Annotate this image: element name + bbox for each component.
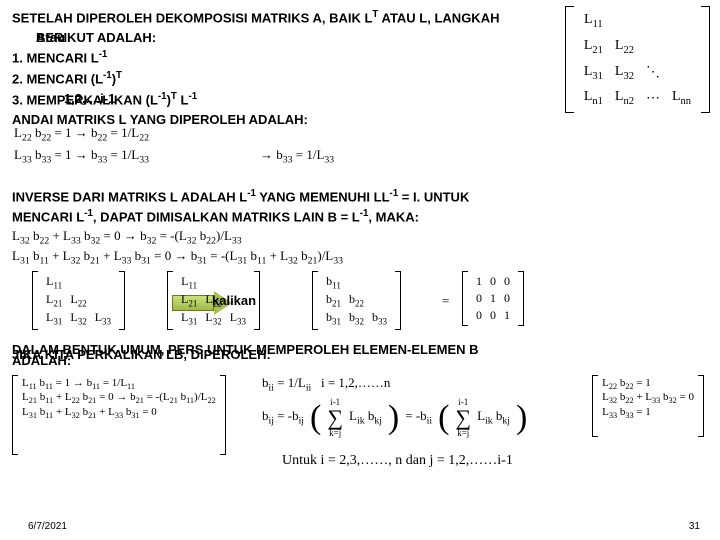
untuk-line: Untuk i = 2,3,……, n dan j = 1,2,……i-1 [282, 453, 513, 469]
matrix-B: b11 b21b22 b31b32b33 [312, 271, 401, 330]
footer-date: 6/7/2021 [28, 521, 67, 532]
slide-content: L11 L21L22 L31L32⋱ Ln1Ln2⋯Lnn SETELAH DI… [0, 0, 720, 485]
formula-r2: L31 b11 + L32 b21 + L33 b31 = 0 → b31 = … [12, 248, 708, 267]
matrix-L: L11 L21L22 L31L32L33 [32, 271, 125, 330]
matrix-I: 100 010 001 [462, 271, 524, 326]
bottom-equations: L11 b11 = 1 → b11 = 1/L11 L21 b11 + L22 … [12, 375, 708, 485]
step-3: 3. MEMPERKALIKAN (L-1)T L-1 1,2,....i-1 [12, 90, 708, 109]
overlap-atau: Atau [36, 30, 65, 45]
bottom-mid-block: bii = 1/Lii i = 1,2,……n bij = -bij ( i-1… [262, 375, 527, 438]
inverse-line1: INVERSE DARI MATRIKS L ADALAH L-1 YANG M… [12, 187, 708, 206]
inverse-line2: MENCARI L-1, DAPAT DIMISALKAN MATRIKS LA… [12, 207, 708, 226]
formula-mid-2b: → b33 = 1/L33 [260, 147, 334, 166]
equals-sign: = [442, 293, 449, 309]
formula-mid-1: L22 b22 = 1 → b22 = 1/L22 [14, 125, 149, 144]
formula-mid-2a: L33 b33 = 1 → b33 = 1/L33 [14, 147, 149, 166]
matrix-equation: L11 L21L22 L31L32L33 kalikan L11 L21L22 … [12, 271, 708, 341]
bottom-right-block: L22 b22 = 1 L32 b22 + L33 b32 = 0 L33 b3… [592, 375, 704, 437]
bottom-left-block: L11 b11 = 1 → b11 = 1/L11 L21 b11 + L22 … [12, 375, 226, 455]
matrix-L-ghost: L11 L21L22 L31L32L33 [167, 271, 260, 330]
formula-r1: L32 b22 + L33 b32 = 0 → b32 = -(L32 b22)… [12, 228, 708, 247]
footer-page: 31 [689, 521, 700, 532]
overlap-step3: 1,2,....i-1 [64, 90, 115, 108]
